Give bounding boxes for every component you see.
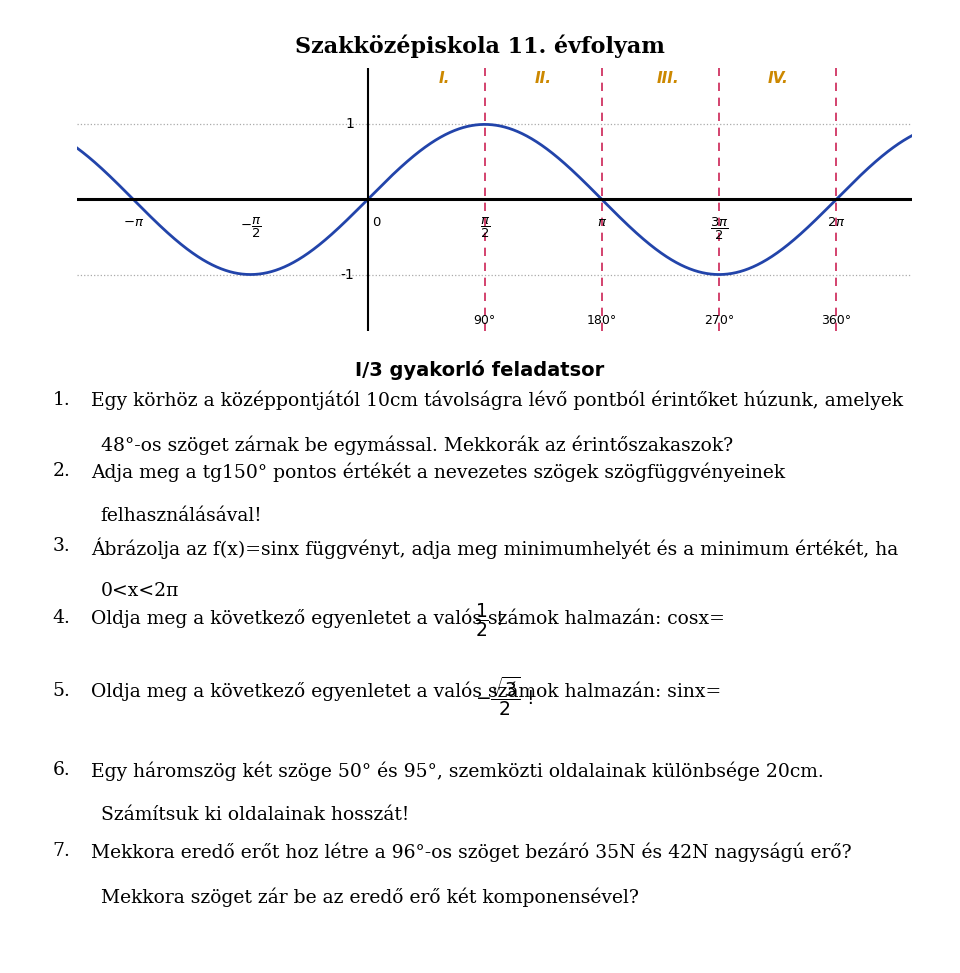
Text: $\pi$: $\pi$ bbox=[597, 216, 607, 229]
Text: I.: I. bbox=[439, 71, 450, 87]
Text: 4.: 4. bbox=[53, 609, 71, 627]
Text: 1.: 1. bbox=[53, 391, 70, 409]
Text: III.: III. bbox=[657, 71, 680, 87]
Text: $\dfrac{\pi}{2}$: $\dfrac{\pi}{2}$ bbox=[480, 216, 490, 240]
Text: $\dfrac{3\pi}{2}$: $\dfrac{3\pi}{2}$ bbox=[709, 216, 729, 242]
Text: $0$: $0$ bbox=[372, 216, 381, 229]
Text: Mekkora eredő erőt hoz létre a 96°-os szöget bezáró 35N és 42N nagyságú erő?: Mekkora eredő erőt hoz létre a 96°-os sz… bbox=[91, 843, 852, 862]
Text: 90°: 90° bbox=[473, 313, 496, 327]
Text: Oldja meg a következő egyenletet a valós számok halmazán: cosx=: Oldja meg a következő egyenletet a valós… bbox=[91, 609, 725, 629]
Text: $\dfrac{1}{2}$ !: $\dfrac{1}{2}$ ! bbox=[475, 601, 502, 639]
Text: 1: 1 bbox=[346, 118, 354, 131]
Text: I/3 gyakorló feladatsor: I/3 gyakorló feladatsor bbox=[355, 360, 605, 379]
Text: 6.: 6. bbox=[53, 761, 70, 779]
Text: -1: -1 bbox=[341, 268, 354, 281]
Text: 5.: 5. bbox=[53, 681, 71, 700]
Text: Mekkora szöget zár be az eredő erő két komponensével?: Mekkora szöget zár be az eredő erő két k… bbox=[101, 887, 638, 907]
Text: felhasználásával!: felhasználásával! bbox=[101, 507, 262, 525]
Text: 0<x<2π: 0<x<2π bbox=[101, 582, 180, 600]
Text: Szakközépiskola 11. évfolyam: Szakközépiskola 11. évfolyam bbox=[295, 34, 665, 57]
Text: 270°: 270° bbox=[704, 313, 734, 327]
Text: 7.: 7. bbox=[53, 843, 71, 860]
Text: Adja meg a tg150° pontos értékét a nevezetes szögek szögfüggvényeinek: Adja meg a tg150° pontos értékét a nevez… bbox=[91, 462, 785, 482]
Text: 2.: 2. bbox=[53, 462, 71, 481]
Text: 3.: 3. bbox=[53, 537, 70, 555]
Text: Egy háromszög két szöge 50° és 95°, szemközti oldalainak különbsége 20cm.: Egy háromszög két szöge 50° és 95°, szem… bbox=[91, 761, 824, 780]
Text: 360°: 360° bbox=[821, 313, 852, 327]
Text: 180°: 180° bbox=[587, 313, 617, 327]
Text: $-\pi$: $-\pi$ bbox=[123, 216, 144, 229]
Text: Egy körhöz a középpontjától 10cm távolságra lévő pontból érintőket húzunk, amely: Egy körhöz a középpontjától 10cm távolsá… bbox=[91, 391, 903, 411]
Text: IV.: IV. bbox=[767, 71, 788, 87]
Text: Számítsuk ki oldalainak hosszát!: Számítsuk ki oldalainak hosszát! bbox=[101, 806, 409, 824]
Text: $2\pi$: $2\pi$ bbox=[827, 216, 846, 229]
Text: II.: II. bbox=[535, 71, 552, 87]
Text: $-\dfrac{\sqrt{3}}{2}$ !: $-\dfrac{\sqrt{3}}{2}$ ! bbox=[475, 674, 534, 718]
Text: Ábrázolja az f(x)=sinx függvényt, adja meg minimumhelyét és a minimum értékét, h: Ábrázolja az f(x)=sinx függvényt, adja m… bbox=[91, 537, 899, 559]
Text: 48°-os szöget zárnak be egymással. Mekkorák az érintőszakaszok?: 48°-os szöget zárnak be egymással. Mekko… bbox=[101, 436, 732, 455]
Text: Oldja meg a következő egyenletet a valós számok halmazán: sinx=: Oldja meg a következő egyenletet a valós… bbox=[91, 681, 722, 702]
Text: $-\dfrac{\pi}{2}$: $-\dfrac{\pi}{2}$ bbox=[240, 216, 261, 240]
